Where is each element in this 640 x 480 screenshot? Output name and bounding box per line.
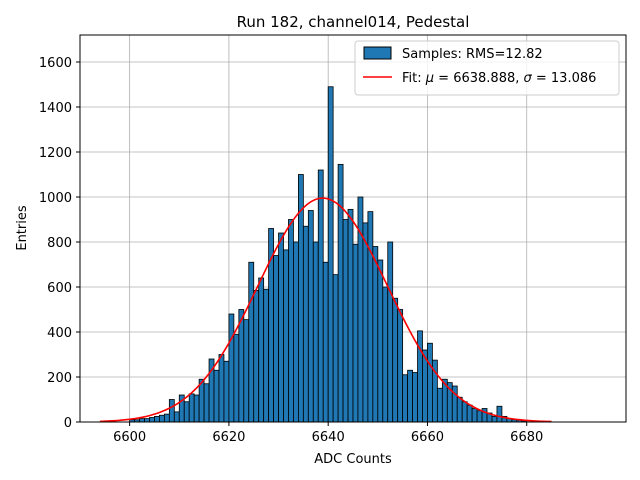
histogram-bar xyxy=(496,405,503,423)
histogram-bar xyxy=(218,354,225,423)
histogram-bar xyxy=(352,243,359,423)
histogram-bar xyxy=(367,211,374,423)
histogram-bar xyxy=(228,313,235,423)
histogram-bar xyxy=(412,372,418,423)
x-tick-label: 6660 xyxy=(411,430,444,445)
histogram-bar xyxy=(382,286,389,423)
histogram-bar xyxy=(144,418,150,423)
histogram-bar xyxy=(372,246,379,423)
histogram-bar xyxy=(223,360,230,423)
histogram-bar xyxy=(193,394,200,423)
histogram-bar xyxy=(258,277,265,423)
histogram-bar xyxy=(213,369,220,423)
histogram-bar xyxy=(253,289,260,423)
histogram-bar xyxy=(163,413,170,423)
histogram-bar xyxy=(293,241,299,423)
fit-curve xyxy=(99,197,552,423)
histogram-bar xyxy=(342,219,349,423)
histogram-bar xyxy=(173,411,180,423)
histogram-bar xyxy=(461,401,468,423)
histogram-bar xyxy=(238,309,245,423)
histogram-bar xyxy=(466,404,473,423)
histogram-bar xyxy=(317,169,324,423)
y-tick-label: 1000 xyxy=(39,191,72,206)
histogram-bar xyxy=(387,241,394,423)
histogram-bar xyxy=(417,330,423,423)
x-tick-label: 6640 xyxy=(312,430,345,445)
histogram-bar xyxy=(456,396,463,423)
histogram-bar xyxy=(283,249,289,423)
histogram-bar xyxy=(302,225,309,423)
histogram-bar xyxy=(273,255,279,423)
histogram-bar xyxy=(427,342,433,423)
y-axis-label: Entries xyxy=(15,205,30,251)
histogram-bar xyxy=(362,222,369,423)
histogram-bar xyxy=(476,410,483,423)
histogram-bar xyxy=(139,418,145,423)
histogram-bar xyxy=(332,274,339,423)
histogram-bar xyxy=(248,261,255,423)
x-tick-label: 6620 xyxy=(212,430,245,445)
y-tick-label: 1600 xyxy=(39,56,72,71)
plot-frame xyxy=(79,34,627,423)
histogram-bar xyxy=(491,415,498,423)
x-axis-label: ADC Counts xyxy=(314,452,392,467)
y-tick-label: 200 xyxy=(47,371,72,386)
y-tick-label: 800 xyxy=(47,236,72,251)
histogram-bar xyxy=(407,369,413,423)
legend-samples-swatch xyxy=(363,46,392,60)
x-tick-label: 6600 xyxy=(113,430,146,445)
legend-samples-label: Samples: RMS=12.82 xyxy=(402,47,543,62)
histogram-bar xyxy=(392,297,399,423)
y-tick-label: 0 xyxy=(64,416,72,431)
histogram-bar xyxy=(337,163,344,423)
y-tick-label: 1400 xyxy=(39,101,72,116)
histogram-bar xyxy=(188,393,195,423)
histogram-bar xyxy=(243,319,250,423)
histogram-bar xyxy=(159,414,165,423)
legend-box xyxy=(354,40,620,96)
y-axis-ticks: 0 200 400 600 800 1000 1200 1400 1600 xyxy=(39,56,80,431)
y-tick-label: 400 xyxy=(47,326,72,341)
x-axis-ticks: 6600 6620 6640 6660 6680 xyxy=(113,422,543,445)
legend-fit-label: Fit: μ = 6638.888, σ = 13.086 xyxy=(402,71,596,86)
histogram-bar xyxy=(402,374,408,423)
y-tick-label: 600 xyxy=(47,281,72,296)
histogram-bar xyxy=(183,401,190,423)
histogram-bar xyxy=(263,288,270,423)
histogram-bar xyxy=(149,417,155,423)
histogram-bar xyxy=(347,208,354,423)
histogram-bar xyxy=(307,210,314,423)
histogram-bar xyxy=(377,259,384,423)
histogram-bar xyxy=(168,399,175,423)
histogram-bars xyxy=(129,86,528,423)
histogram-bar xyxy=(397,309,404,423)
y-tick-label: 1200 xyxy=(39,146,72,161)
histogram-bar xyxy=(288,219,294,423)
histogram-bar xyxy=(327,86,334,423)
histogram-bar xyxy=(203,383,210,423)
histogram-bar xyxy=(322,261,329,423)
histogram-bar xyxy=(436,387,443,423)
histogram-bar xyxy=(233,333,240,423)
histogram-bar xyxy=(471,408,478,423)
legend: Samples: RMS=12.82 Fit: μ = 6638.888, σ … xyxy=(354,40,620,96)
histogram-bar xyxy=(154,415,160,423)
histogram-bar xyxy=(312,241,319,423)
chart-title: Run 182, channel014, Pedestal xyxy=(237,13,470,31)
x-tick-label: 6680 xyxy=(510,430,543,445)
histogram-bar xyxy=(278,232,284,423)
